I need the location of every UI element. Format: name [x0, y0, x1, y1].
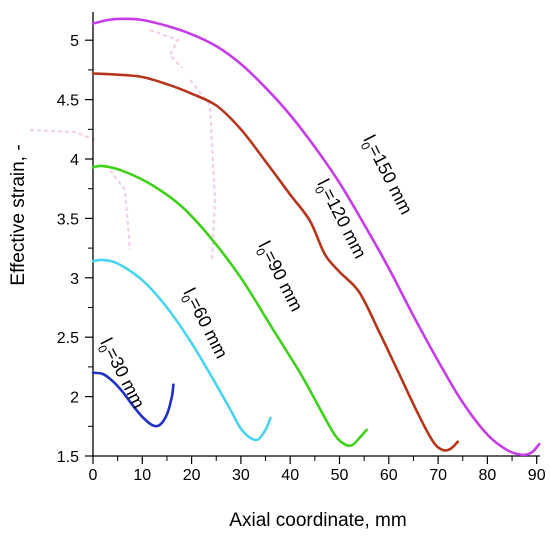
- y-tick-label: 3.5: [57, 211, 79, 228]
- x-axis-label: Axial coordinate, mm: [229, 510, 406, 531]
- series-line-3: [91, 164, 368, 448]
- y-tick-label: 2: [70, 390, 79, 407]
- x-tick-label: 0: [89, 467, 98, 484]
- curves: [91, 17, 541, 457]
- series-line-5: [91, 17, 541, 457]
- series-line-4: [91, 72, 460, 452]
- x-tick-label: 20: [183, 467, 201, 484]
- x-tick-label: 50: [331, 467, 349, 484]
- x-tick-label: 40: [281, 467, 299, 484]
- x-tick-label: 30: [232, 467, 250, 484]
- axes: 0 10 20 30 40 50 60 70 80 90 1.5 2 2.5 3 3.5 4 4.5 5: [57, 12, 546, 484]
- x-tick-label: 70: [429, 467, 447, 484]
- y-tick-label: 1.5: [57, 449, 79, 466]
- series-line-1: [91, 371, 175, 428]
- series-line-2: [91, 258, 272, 442]
- series-label-5: l0=150 mm: [356, 132, 417, 220]
- y-tick-label: 4.5: [57, 93, 79, 110]
- y-tick-label: 5: [70, 33, 79, 50]
- x-tick-label: 90: [528, 467, 546, 484]
- series-label-2: l0=60 mm: [176, 285, 232, 364]
- watermark-artifacts: [29, 28, 217, 261]
- y-tick-label: 4: [70, 152, 79, 169]
- x-tick-label: 80: [479, 467, 497, 484]
- y-axis-label: Effective strain, -: [8, 144, 29, 285]
- y-tick-label: 3: [70, 271, 79, 288]
- x-tick-label: 60: [380, 467, 398, 484]
- x-tick-label: 10: [133, 467, 151, 484]
- y-tick-label: 2.5: [57, 330, 79, 347]
